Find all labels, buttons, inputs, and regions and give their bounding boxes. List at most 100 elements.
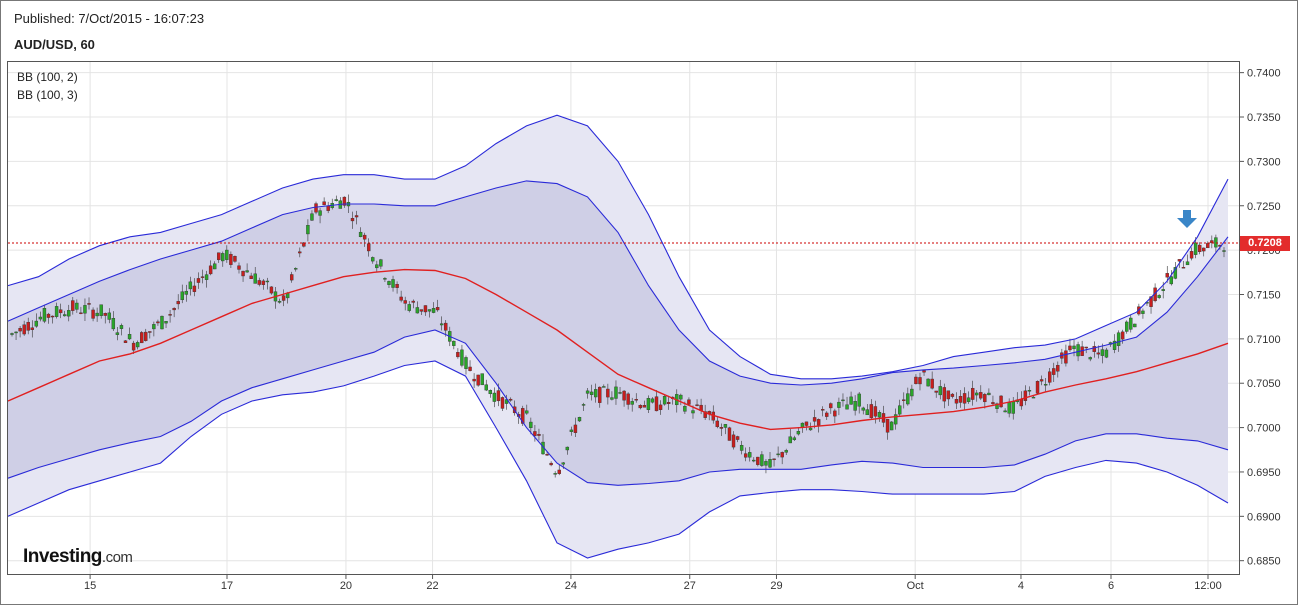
candle <box>456 348 460 359</box>
x-tick-label: 6 <box>1108 580 1114 592</box>
candle <box>168 310 172 323</box>
candle <box>289 271 294 283</box>
upper-band-3-line <box>7 114 1229 380</box>
candle <box>812 409 817 429</box>
candle <box>869 399 874 420</box>
candle <box>419 309 424 315</box>
candle <box>67 304 71 322</box>
candle <box>10 332 14 337</box>
candle <box>1189 247 1194 261</box>
candle <box>577 416 582 422</box>
candle <box>395 281 399 294</box>
candle <box>480 373 484 386</box>
candle <box>160 315 164 330</box>
candle <box>1039 375 1044 386</box>
y-tick-label: 0.7300 <box>1247 156 1281 168</box>
candle <box>979 385 983 401</box>
candle <box>265 277 270 290</box>
candle <box>565 446 570 455</box>
y-tick-label: 0.7150 <box>1247 289 1281 301</box>
candle <box>1027 386 1032 396</box>
candle <box>367 238 371 257</box>
y-tick-label: 0.6850 <box>1247 556 1281 568</box>
candle <box>269 286 274 295</box>
candle <box>87 297 91 310</box>
candle <box>1047 367 1052 386</box>
candle <box>594 383 598 403</box>
candle <box>115 326 120 341</box>
candle <box>383 277 387 282</box>
candle <box>877 410 882 422</box>
candle <box>764 459 768 474</box>
candle <box>484 379 488 392</box>
candle <box>695 399 699 407</box>
candle <box>1003 408 1007 413</box>
candle <box>156 319 160 326</box>
candle <box>379 258 383 270</box>
candle <box>533 424 537 442</box>
candle <box>1206 241 1210 249</box>
candle <box>354 210 359 225</box>
candle <box>792 435 797 441</box>
candle <box>184 284 189 302</box>
candle <box>630 397 634 412</box>
candle <box>176 294 180 310</box>
candle <box>796 427 801 436</box>
candle <box>302 242 306 248</box>
candle <box>62 310 67 317</box>
candle <box>780 451 784 465</box>
x-tick-label: 22 <box>426 580 438 592</box>
candle <box>776 446 780 458</box>
candle <box>1068 338 1072 352</box>
candle <box>585 388 590 399</box>
candle <box>719 423 724 437</box>
candle <box>1133 323 1137 328</box>
candle <box>602 384 606 388</box>
candle <box>1112 334 1117 354</box>
candle <box>950 392 955 399</box>
candle <box>439 316 444 331</box>
candle <box>298 247 302 258</box>
candle <box>476 374 480 387</box>
middle-band-line <box>7 268 1229 431</box>
candle <box>1023 385 1028 406</box>
logo-main: Investing <box>23 546 102 567</box>
candle <box>508 397 513 402</box>
candle <box>371 256 375 264</box>
x-tick-label: 27 <box>684 580 696 592</box>
candle <box>431 302 436 314</box>
candle <box>752 457 756 463</box>
candle <box>1181 260 1186 269</box>
candle <box>784 448 788 456</box>
upper-band-2-line <box>7 180 1229 386</box>
candle <box>930 371 934 390</box>
candle <box>1185 254 1190 266</box>
candle <box>606 383 610 405</box>
candle <box>180 284 184 304</box>
candle <box>403 296 407 311</box>
candle <box>488 389 493 398</box>
down-arrow-icon <box>1177 210 1197 228</box>
candle <box>30 320 34 338</box>
candle <box>204 270 209 288</box>
candle <box>885 419 890 440</box>
candle <box>942 383 947 409</box>
candle <box>873 400 878 424</box>
candle <box>1064 344 1068 367</box>
candle <box>748 446 752 462</box>
candle <box>362 232 367 247</box>
candle <box>1088 356 1092 362</box>
candle <box>407 301 411 313</box>
candle <box>411 299 415 309</box>
candle <box>164 321 168 328</box>
candle <box>723 424 728 435</box>
candle <box>123 340 128 343</box>
candle <box>622 389 626 407</box>
y-tick-label: 0.7100 <box>1247 334 1281 346</box>
candle <box>1056 361 1060 378</box>
candle <box>152 321 156 337</box>
candle <box>460 344 464 368</box>
candle <box>833 408 837 424</box>
y-tick-label: 0.7050 <box>1247 378 1281 390</box>
lower-band-3-line <box>7 360 1229 559</box>
